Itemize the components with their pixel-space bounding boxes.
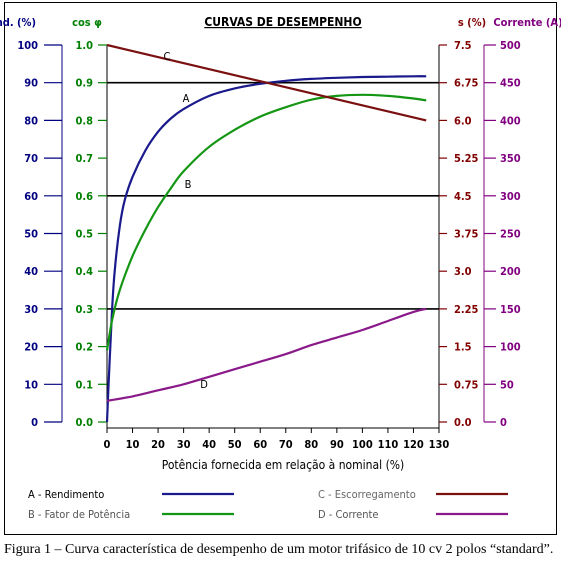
x-tick-label-60: 60 <box>253 438 267 451</box>
y-tick-label-s-0: 0.0 <box>454 416 472 429</box>
y-tick-label-s-2: 1.5 <box>454 341 472 354</box>
x-tick-label-110: 110 <box>378 438 399 451</box>
legend-label-2: C - Escorregamento <box>318 488 416 501</box>
x-tick-label-130: 130 <box>429 438 450 451</box>
series-line-b <box>105 93 427 351</box>
y-tick-label-s-8: 6.0 <box>454 114 472 127</box>
y-tick-label-rend-10: 100 <box>17 39 38 52</box>
y-tick-label-rend-8: 80 <box>24 114 38 127</box>
performance-chart: CURVAS DE DESEMPENHO Rend. (%) 0 10 20 30 40 5… <box>0 15 561 521</box>
series-layer: A B C D <box>105 43 427 423</box>
axis-header-corr: Corrente (A) <box>493 16 561 29</box>
y-tick-label-s-4: 3.0 <box>454 265 472 278</box>
y-tick-label-corr-9: 450 <box>500 77 521 90</box>
x-tick-label-20: 20 <box>151 438 165 451</box>
axis-header-s: s (%) <box>458 16 486 29</box>
y-tick-label-rend-9: 90 <box>24 77 38 90</box>
y-tick-label-cos-1: 0.1 <box>75 378 93 391</box>
legend-label-0: A - Rendimento <box>28 488 104 501</box>
y-tick-label-cos-7: 0.7 <box>75 152 93 165</box>
y-tick-label-corr-8: 400 <box>500 114 521 127</box>
y-tick-label-corr-3: 150 <box>500 303 521 316</box>
y-tick-label-rend-2: 20 <box>24 341 38 354</box>
x-tick-label-50: 50 <box>228 438 242 451</box>
y-tick-label-s-10: 7.5 <box>454 39 472 52</box>
x-tick-label-30: 30 <box>177 438 191 451</box>
x-tick-label-10: 10 <box>126 438 140 451</box>
legend-label-1: B - Fator de Potência <box>28 508 130 521</box>
y-tick-label-corr-10: 500 <box>500 39 521 52</box>
y-tick-label-cos-4: 0.4 <box>75 265 93 278</box>
y-tick-label-corr-1: 50 <box>500 378 514 391</box>
y-tick-label-corr-6: 300 <box>500 190 521 203</box>
y-tick-label-s-1: 0.75 <box>454 378 479 391</box>
y-tick-label-s-6: 4.5 <box>454 190 472 203</box>
curve-label-b: B <box>185 178 192 191</box>
y-tick-label-rend-3: 30 <box>24 303 38 316</box>
x-tick-label-100: 100 <box>352 438 373 451</box>
y-tick-label-rend-6: 60 <box>24 190 38 203</box>
x-tick-label-90: 90 <box>330 438 344 451</box>
series-line-c <box>106 43 427 122</box>
y-tick-label-cos-6: 0.6 <box>75 190 93 203</box>
x-tick-label-0: 0 <box>104 438 111 451</box>
series-line-a <box>105 75 427 423</box>
y-tick-label-corr-7: 350 <box>500 152 521 165</box>
y-tick-label-rend-0: 0 <box>31 416 38 429</box>
y-tick-label-s-9: 6.75 <box>454 77 479 90</box>
x-tick-label-120: 120 <box>403 438 424 451</box>
y-tick-label-s-3: 2.25 <box>454 303 479 316</box>
y-tick-label-rend-1: 10 <box>24 378 38 391</box>
y-tick-label-cos-0: 0.0 <box>75 416 93 429</box>
y-tick-label-corr-2: 100 <box>500 341 521 354</box>
y-tick-label-rend-5: 50 <box>24 228 38 241</box>
y-tick-label-rend-4: 40 <box>24 265 38 278</box>
y-tick-label-corr-4: 200 <box>500 265 521 278</box>
chart-title: CURVAS DE DESEMPENHO <box>204 15 361 29</box>
legend: A - Rendimento B - Fator de Potência C - E… <box>28 488 508 521</box>
y-tick-label-cos-2: 0.2 <box>75 341 93 354</box>
figure-frame <box>4 2 557 535</box>
y-tick-label-s-5: 3.75 <box>454 228 479 241</box>
y-tick-label-cos-10: 1.0 <box>75 39 93 52</box>
y-tick-label-cos-8: 0.8 <box>75 114 93 127</box>
y-tick-label-cos-9: 0.9 <box>75 77 93 90</box>
y-tick-label-cos-3: 0.3 <box>75 303 93 316</box>
curve-label-d: D <box>200 378 208 391</box>
x-tick-label-40: 40 <box>202 438 216 451</box>
figure-caption: Figura 1 – Curva característica de desem… <box>4 542 554 557</box>
y-tick-label-rend-7: 70 <box>24 152 38 165</box>
legend-label-3: D - Corrente <box>318 508 378 521</box>
x-axis-label: Potência fornecida em relação à nominal … <box>162 458 405 472</box>
axis-header-rend: Rend. (%) <box>0 16 36 29</box>
y-tick-label-cos-5: 0.5 <box>75 228 93 241</box>
curve-label-c: C <box>164 50 171 63</box>
y-tick-label-corr-5: 250 <box>500 228 521 241</box>
curve-label-a: A <box>183 92 190 105</box>
series-line-d <box>106 307 427 402</box>
x-tick-label-70: 70 <box>279 438 293 451</box>
axis-header-cos: cos φ <box>72 16 102 29</box>
y-tick-label-s-7: 5.25 <box>454 152 479 165</box>
x-tick-label-80: 80 <box>304 438 318 451</box>
y-tick-label-corr-0: 0 <box>500 416 507 429</box>
